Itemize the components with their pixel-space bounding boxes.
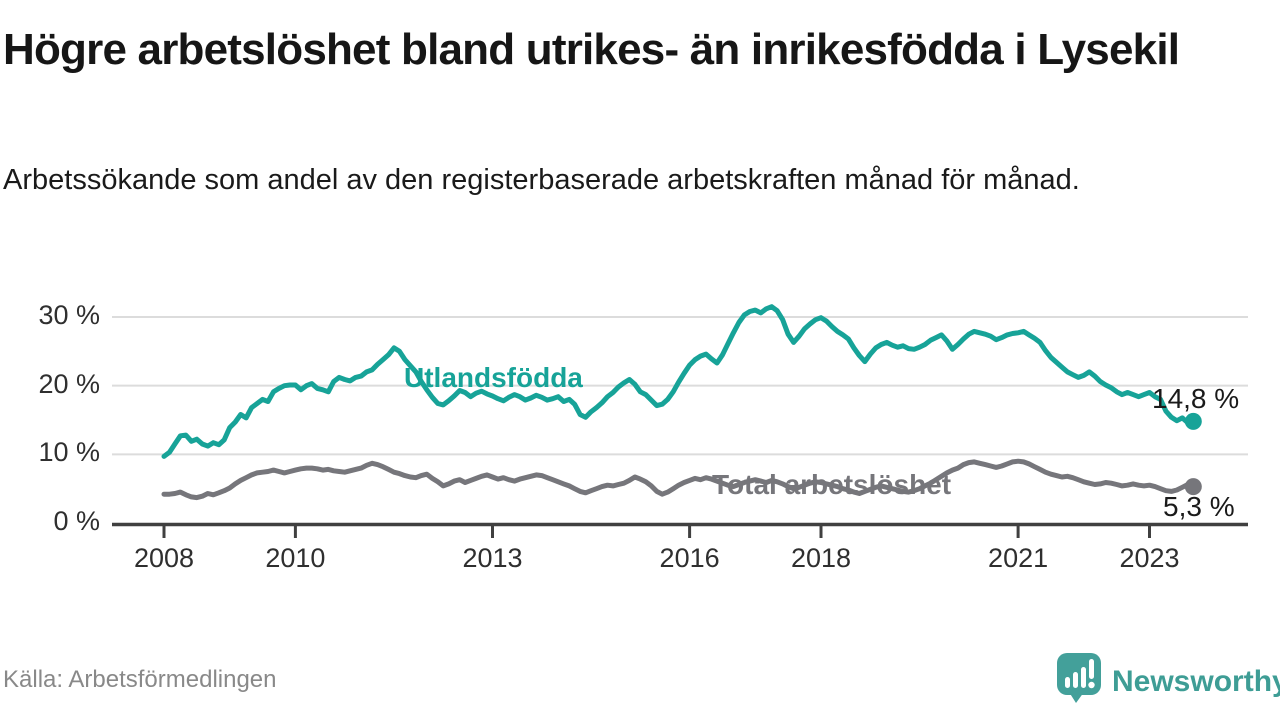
end-value-utlandsfodda: 14,8 % [1152,383,1240,414]
line-total-arbetsl-shet [161,458,1196,501]
source-note: Källa: Arbetsförmedlingen [3,666,277,693]
chart-subtitle: Arbetssökande som andel av den registerb… [3,164,1080,196]
end-dot [1184,412,1202,430]
newsworthy-speech-bubble-bar-chart-icon [1056,652,1102,709]
x-tick-label: 2018 [790,543,852,573]
line-utlandsf-dda [161,304,1196,459]
x-tick-label: 2010 [265,543,326,573]
x-tick-label: 2023 [1119,543,1180,573]
series-label-utlandsfodda: Utlandsfödda [404,362,583,393]
end-value-total: 5,3 % [1163,491,1235,522]
x-tick-label: 2016 [659,543,720,573]
page-title: Högre arbetslöshet bland utrikes- än inr… [3,25,1180,74]
x-tick-label: 2008 [133,543,195,573]
y-tick-label: 20 % [38,368,100,399]
x-tick-label: 2013 [462,543,523,573]
x-tick-label: 2021 [988,543,1049,573]
end-dot [1184,478,1202,496]
y-tick-label: 30 % [38,299,100,330]
brand-wordmark: Newsworthy [1112,664,1280,698]
series-label-total-arbetsloshet: Total arbetslöshet [712,469,952,500]
y-tick-label: 10 % [38,437,100,468]
newsworthy-logo: Newsworthy [1056,652,1280,709]
y-tick-label: 0 % [53,506,100,536]
